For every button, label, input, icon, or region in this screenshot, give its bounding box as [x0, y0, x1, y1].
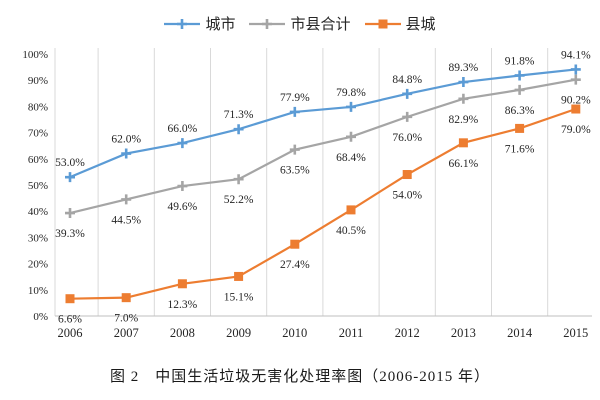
y-axis-tick-label: 40%	[28, 206, 48, 218]
x-axis-tick-label: 2006	[58, 326, 83, 340]
x-axis-tick-label: 2009	[226, 326, 251, 340]
chart-legend: 城市 市县合计 县城	[0, 13, 600, 34]
x-axis-tick-label: 2007	[114, 326, 139, 340]
data-label-城市-2013: 89.3%	[449, 62, 479, 74]
data-label-市县合计-2008: 49.6%	[168, 201, 198, 213]
y-axis-tick-label: 80%	[28, 101, 48, 113]
legend-label: 县城	[405, 17, 436, 33]
data-label-县城-2007: 7.0%	[114, 313, 138, 325]
series-0-marker-plus	[570, 64, 581, 75]
figure-caption: 图 2 中国生活垃圾无害化处理率图（2006-2015 年）	[110, 369, 490, 385]
series-2-marker-square	[290, 239, 300, 249]
data-label-市县合计-2012: 76.0%	[392, 132, 422, 144]
series-0-marker-plus	[402, 88, 413, 99]
data-label-市县合计-2007: 44.5%	[111, 214, 141, 226]
y-axis-tick-label: 10%	[28, 285, 48, 297]
data-label-市县合计-2006: 39.3%	[55, 228, 85, 240]
legend-item-2: 县城	[364, 13, 436, 34]
series-0-marker-plus	[346, 101, 356, 112]
data-label-县城-2009: 15.1%	[224, 291, 254, 303]
data-label-城市-2011: 79.8%	[336, 87, 366, 99]
data-label-市县合计-2010: 63.5%	[280, 165, 310, 177]
x-axis-tick-label: 2008	[170, 326, 195, 340]
data-label-市县合计-2015: 90.2%	[561, 95, 591, 107]
data-label-市县合计-2009: 52.2%	[224, 194, 254, 206]
series-1-marker-plus	[121, 194, 132, 205]
y-axis-tick-label: 0%	[33, 311, 48, 323]
x-axis-tick-label: 2011	[339, 326, 364, 340]
series-2-marker-square	[515, 123, 525, 133]
y-axis-tick-label: 50%	[28, 180, 48, 192]
series-2-marker-square	[402, 170, 412, 180]
x-axis-tick-label: 2015	[563, 326, 588, 340]
series-line-0	[69, 68, 576, 179]
series-2-marker-square	[571, 104, 581, 114]
legend-item-1: 市县合计	[249, 13, 351, 34]
data-label-县城-2006: 6.6%	[58, 314, 82, 326]
legend-plus-marker-icon	[164, 18, 201, 29]
series-line-1	[69, 78, 576, 215]
x-axis-tick-label: 2014	[507, 326, 533, 340]
x-axis-tick-label: 2010	[282, 326, 307, 340]
series-0-marker-plus	[65, 172, 75, 183]
series-0-marker-plus	[458, 77, 469, 88]
series-2-marker-square	[234, 271, 244, 281]
data-label-城市-2008: 66.0%	[168, 123, 198, 135]
data-label-县城-2008: 12.3%	[168, 299, 198, 311]
series-1-marker-plus	[458, 93, 469, 104]
series-1-marker-plus	[570, 74, 581, 85]
data-label-市县合计-2014: 86.3%	[505, 105, 535, 117]
series-1-marker-plus	[402, 111, 413, 122]
series-0-marker-plus	[121, 148, 132, 159]
x-axis-tick-label: 2013	[451, 326, 476, 340]
data-label-县城-2014: 71.6%	[505, 143, 535, 155]
series-1-marker-plus	[289, 144, 300, 155]
data-label-城市-2009: 71.3%	[224, 109, 254, 121]
series-2-marker-square	[458, 138, 468, 148]
series-2-marker-square	[121, 293, 131, 303]
legend-square-marker-icon	[364, 19, 401, 28]
series-0-marker-plus	[233, 124, 244, 135]
legend-label: 城市	[205, 17, 236, 33]
data-label-城市-2010: 77.9%	[280, 92, 310, 104]
y-axis-tick-label: 100%	[22, 49, 48, 61]
data-label-县城-2010: 27.4%	[280, 259, 310, 271]
series-1-marker-plus	[233, 174, 244, 185]
legend-item-0: 城市	[164, 13, 235, 34]
series-2-marker-square	[65, 294, 75, 304]
data-label-县城-2012: 54.0%	[392, 190, 422, 202]
series-1-marker-plus	[177, 181, 188, 192]
series-2-marker-square	[177, 279, 187, 289]
x-axis-tick-label: 2012	[395, 326, 420, 340]
data-label-市县合计-2013: 82.9%	[449, 114, 479, 126]
y-axis-tick-label: 60%	[28, 154, 48, 166]
data-label-城市-2014: 91.8%	[505, 55, 535, 67]
data-label-县城-2013: 66.1%	[449, 158, 479, 170]
y-axis-tick-label: 20%	[28, 259, 48, 271]
series-0-marker-plus	[177, 138, 188, 149]
y-axis-tick-label: 90%	[28, 75, 48, 87]
y-axis-tick-label: 70%	[28, 128, 48, 140]
data-label-县城-2011: 40.5%	[336, 225, 366, 237]
series-0-marker-plus	[514, 70, 525, 81]
legend-label: 市县合计	[290, 17, 351, 33]
data-label-市县合计-2011: 68.4%	[336, 152, 366, 164]
series-1-marker-plus	[346, 131, 356, 142]
data-label-城市-2006: 53.0%	[55, 157, 85, 169]
chart-svg: 0% 10% 20% 30% 40% 50% 60% 70% 80% 90% 100% 2006 200…	[22, 48, 592, 340]
y-axis-tick-label: 30%	[28, 232, 48, 244]
series-line-2	[69, 107, 577, 300]
data-label-城市-2012: 84.8%	[392, 74, 422, 86]
series-1-marker-plus	[65, 208, 75, 219]
data-label-城市-2015: 94.1%	[561, 49, 591, 61]
data-label-县城-2015: 79.0%	[561, 124, 591, 136]
series-2-marker-square	[346, 205, 356, 215]
series-1-marker-plus	[514, 84, 525, 95]
legend-plus-marker-icon	[249, 18, 286, 29]
series-0-marker-plus	[289, 106, 300, 117]
data-label-城市-2007: 62.0%	[111, 134, 141, 146]
